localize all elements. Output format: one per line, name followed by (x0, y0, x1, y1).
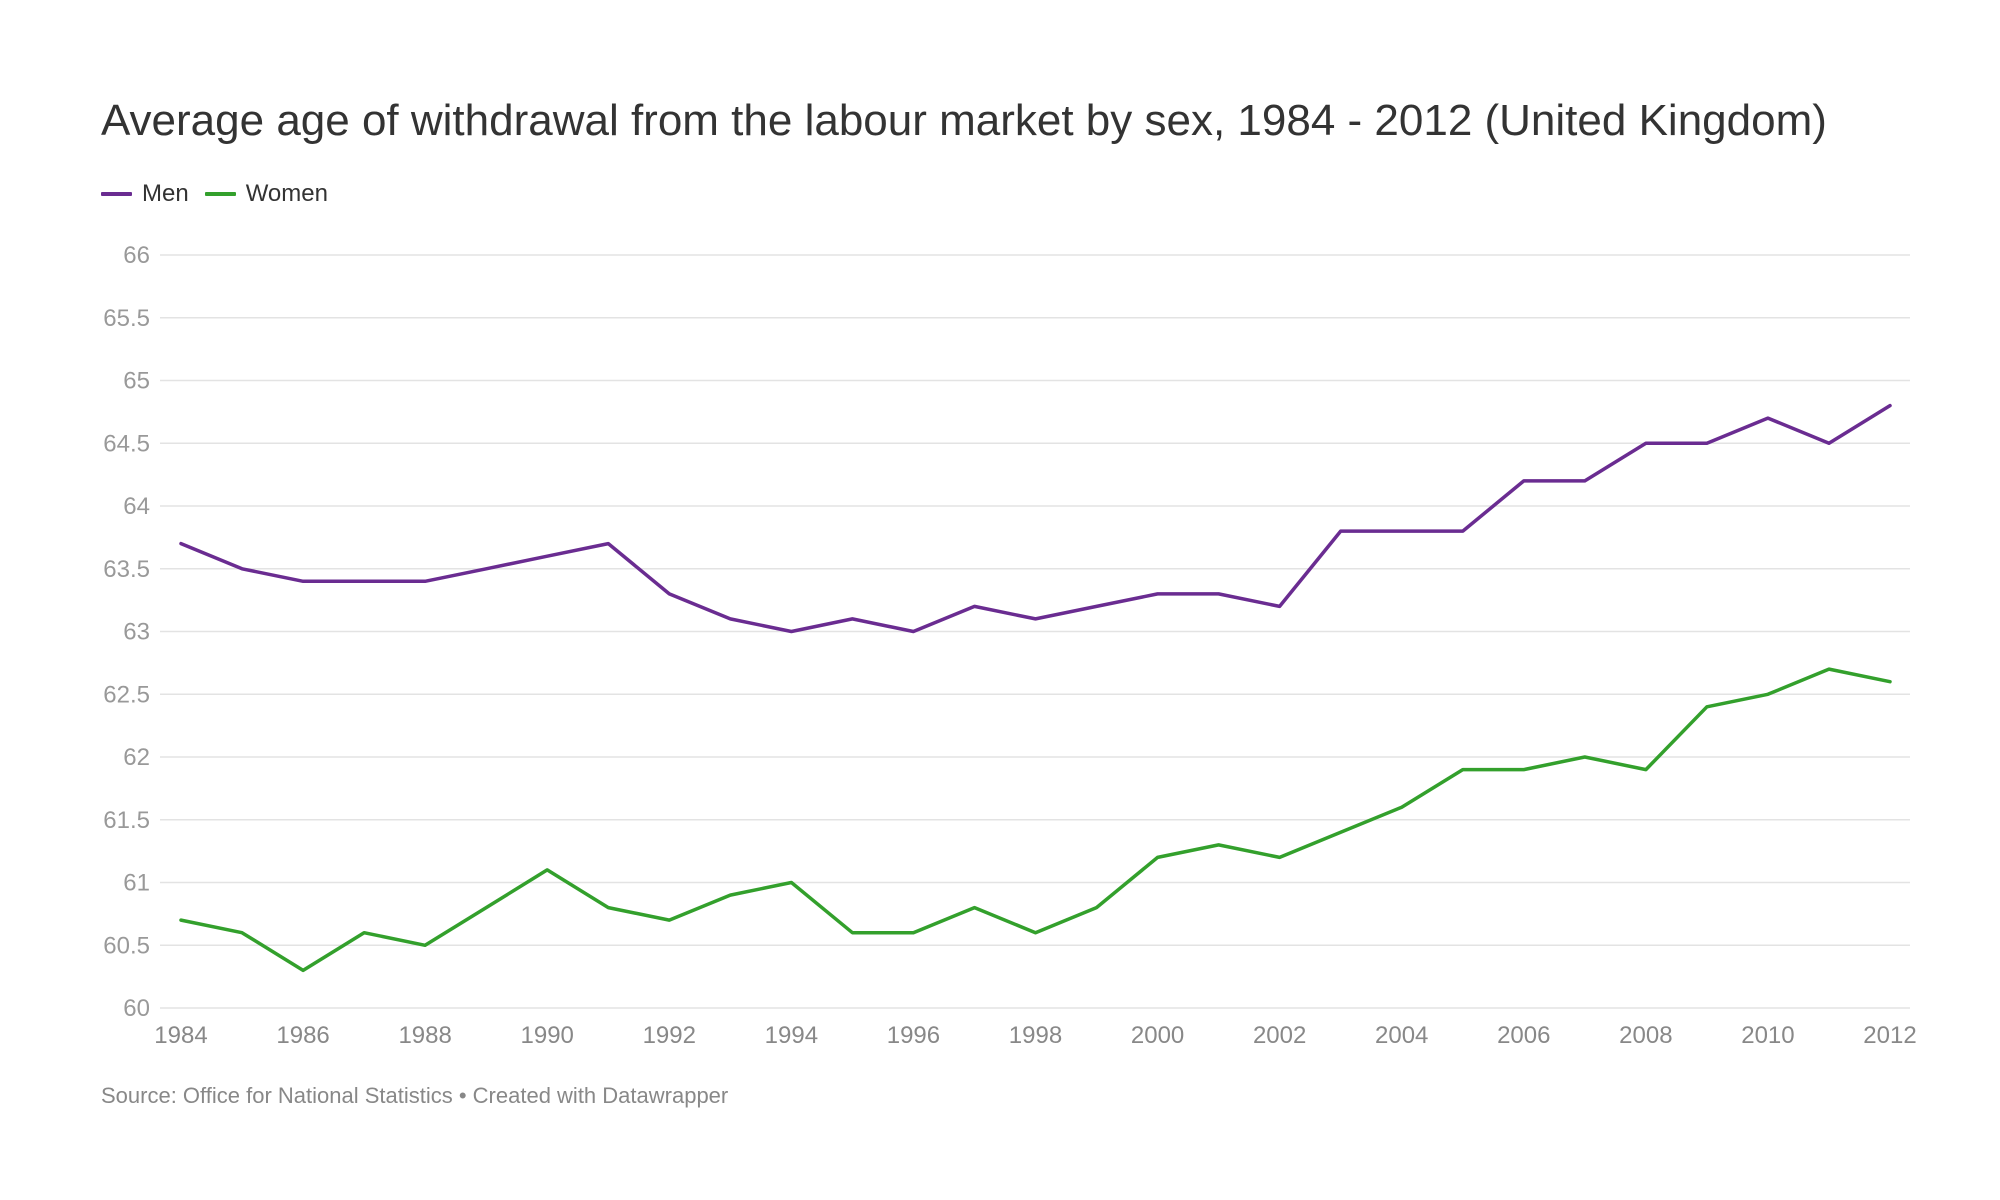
x-tick-label: 1988 (398, 1022, 451, 1049)
y-tick-label: 65.5 (103, 305, 150, 332)
legend-item-women: Women (204, 180, 328, 208)
y-tick-label: 63.5 (103, 556, 150, 583)
x-axis-ticks: 1984 1986 1988 1990 1992 1994 1996 1998 2000 2002… (154, 1022, 1916, 1049)
x-tick-label: 2006 (1497, 1022, 1550, 1049)
y-tick-label: 62 (123, 744, 150, 771)
y-tick-label: 60.5 (103, 932, 150, 959)
x-tick-label: 1998 (1009, 1022, 1062, 1049)
x-tick-label: 1986 (276, 1022, 329, 1049)
x-tick-label: 2010 (1741, 1022, 1794, 1049)
chart-title: Average age of withdrawal from the labou… (101, 96, 1827, 145)
y-tick-label: 60 (123, 995, 150, 1022)
legend-label-women: Women (245, 180, 328, 207)
legend-swatch-women (204, 192, 236, 196)
x-tick-label: 1990 (521, 1022, 574, 1049)
x-tick-label: 1984 (154, 1022, 207, 1049)
x-tick-label: 1994 (765, 1022, 818, 1049)
series-line-women (179, 667, 1892, 973)
y-tick-label: 63 (123, 619, 150, 646)
x-tick-label: 2008 (1619, 1022, 1672, 1049)
y-tick-label: 65 (123, 368, 150, 395)
gridlines (160, 254, 1910, 1009)
x-tick-label: 1992 (643, 1022, 696, 1049)
y-tick-label: 64.5 (103, 430, 150, 457)
x-tick-label: 1996 (887, 1022, 940, 1049)
source-note: Source: Office for National Statistics •… (101, 1083, 729, 1108)
legend: Men Women (101, 180, 344, 208)
series-lines (179, 403, 1892, 973)
x-tick-label: 2012 (1863, 1022, 1916, 1049)
y-tick-label: 62.5 (103, 681, 150, 708)
x-tick-label: 2004 (1375, 1022, 1428, 1049)
series-line-men (179, 403, 1892, 634)
legend-label-men: Men (142, 180, 189, 207)
x-tick-label: 2000 (1131, 1022, 1184, 1049)
y-tick-label: 61.5 (103, 807, 150, 834)
y-tick-label: 61 (123, 870, 150, 897)
x-tick-label: 2002 (1253, 1022, 1306, 1049)
legend-swatch-men (101, 192, 132, 196)
y-axis-ticks: 60 60.5 61 61.5 62 62.5 63 63.5 64 64.5 65 65.5 66 (103, 242, 150, 1022)
y-tick-label: 64 (123, 493, 150, 520)
legend-item-men: Men (101, 180, 189, 208)
y-tick-label: 66 (123, 242, 150, 269)
